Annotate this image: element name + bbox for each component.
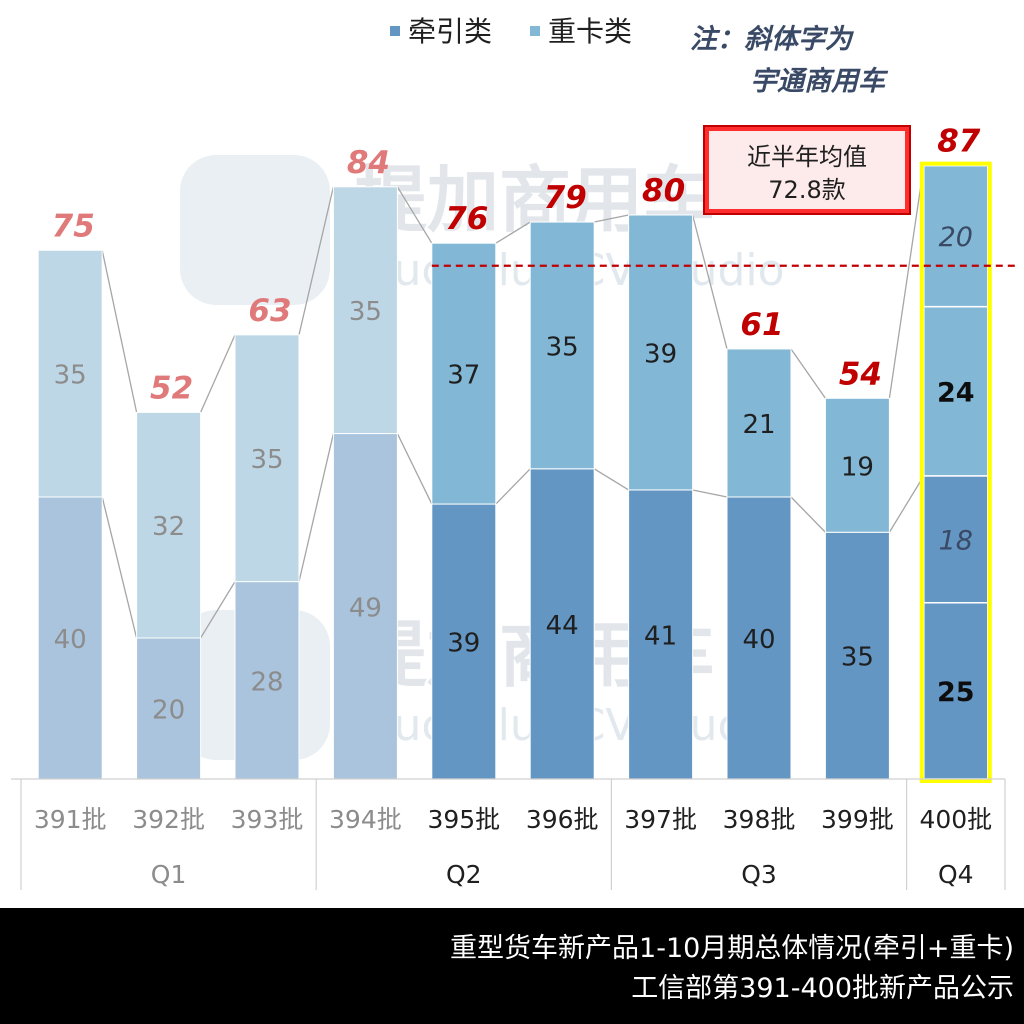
connector-line-total [200,334,236,413]
quarter-label: Q2 [446,860,482,889]
segment-label-heavy: 35 [546,332,579,362]
total-label: 61 [740,307,783,343]
connector-line-tractor [298,433,335,582]
bar-segment-heavy [824,397,890,533]
average-box-value: 72.8款 [768,176,845,204]
average-box-inner [709,131,905,209]
segment-label-tractor: 41 [644,621,677,651]
total-label: 75 [52,208,95,244]
footer-banner: 重型货车新产品1-10月期总体情况(牵引+重卡) 工信部第391-400批新产品… [0,908,1024,1024]
quarter-label: Q4 [938,860,974,889]
x-tick-label: 400批 [919,805,992,834]
average-box-title: 近半年均值 [747,143,867,171]
connector-line-tractor [200,581,236,639]
total-label: 76 [445,201,488,237]
x-tick-label: 394批 [329,805,402,834]
connector-line-total [790,348,826,399]
segment-label-tractor: 20 [152,696,185,726]
legend-swatch-heavy [530,26,540,36]
connector-line-tractor [888,475,925,533]
segment-label: 24 [937,377,975,408]
bar-segment-heavy [529,221,595,470]
segment-label-tractor: 44 [546,611,579,641]
x-tick-label: 395批 [427,805,500,834]
connector-line-tractor [101,496,138,639]
bar-segment-tractor [726,496,792,780]
total-label: 80 [642,173,685,209]
segment-label-heavy: 35 [349,297,382,327]
segment-label-heavy: 37 [447,361,480,391]
connector-line-total [101,250,138,413]
quarter-label: Q1 [151,860,187,889]
segment-label-heavy: 32 [152,512,185,542]
total-label: 87 [937,124,981,160]
total-label: 79 [544,180,587,216]
legend-label-heavy: 重卡类 [548,15,632,48]
bar-segment-heavy [726,348,792,498]
connector-line-total [594,214,629,223]
segment-label-tractor: 39 [447,629,480,659]
bar-segment-heavy [37,249,103,498]
total-label: 63 [248,293,291,329]
x-tick-label: 397批 [624,805,697,834]
segment-label-heavy: 39 [644,339,677,369]
x-tick-label: 398批 [723,805,796,834]
bar-segment [923,475,989,604]
connector-line-total [691,214,728,350]
segment-label: 25 [937,677,975,708]
connector-line-total [298,186,335,335]
total-label: 54 [839,356,882,392]
segment-label-tractor: 28 [250,667,283,697]
quarter-label: Q3 [741,860,777,889]
connector-line-total [888,165,925,399]
connector-line-tractor [495,468,531,505]
segment-label-heavy: 21 [742,410,775,440]
segment-label-heavy: 19 [841,452,874,482]
bar-segment-heavy [234,334,300,583]
bar-segment-heavy [332,186,398,435]
x-tick-label: 391批 [34,805,107,834]
connector-line-total [495,221,531,244]
footer-title: 重型货车新产品1-10月期总体情况(牵引+重卡) [450,933,1014,964]
connector-line-tractor [790,496,826,533]
total-label: 84 [347,145,390,181]
x-tick-label: 392批 [132,805,205,834]
segment-label: 20 [939,222,973,253]
bar-segment-tractor [234,581,300,780]
footer-subtitle: 工信部第391-400批新产品公示 [631,973,1014,1004]
segment-label-heavy: 35 [250,445,283,475]
x-tick-label: 393批 [231,805,304,834]
x-tick-label: 399批 [821,805,894,834]
bar-segment-heavy [136,411,202,639]
bar-segment-heavy [628,214,694,491]
bar-segment-heavy [431,242,497,505]
total-label: 52 [150,370,193,406]
segment-label-heavy: 35 [54,361,87,391]
bar-segment-tractor [431,503,497,780]
segment-label: 18 [939,525,973,556]
x-tick-label: 396批 [526,805,599,834]
stacked-bar-chart: 提加商用车TruckPlus CV studio提加商用车TruckPlus C… [11,15,1018,890]
connector-line-tractor [396,433,433,505]
watermark-logo-icon [180,155,330,305]
highlight-frame [919,161,992,783]
connector-line-total [396,186,433,244]
segment-label-tractor: 35 [841,643,874,673]
connector-line-tractor [692,489,728,498]
note-line1: 注：斜体字为 [690,24,854,55]
bar-segment [923,164,989,308]
legend-swatch-tractor [390,26,400,36]
legend-label-tractor: 牵引类 [408,15,492,48]
segment-label-tractor: 40 [742,625,775,655]
note-line2: 宇通商用车 [750,66,889,97]
segment-label-tractor: 49 [349,593,382,623]
connector-line-tractor [593,468,629,491]
bar-segment-tractor [824,531,890,780]
segment-label-tractor: 40 [54,625,87,655]
